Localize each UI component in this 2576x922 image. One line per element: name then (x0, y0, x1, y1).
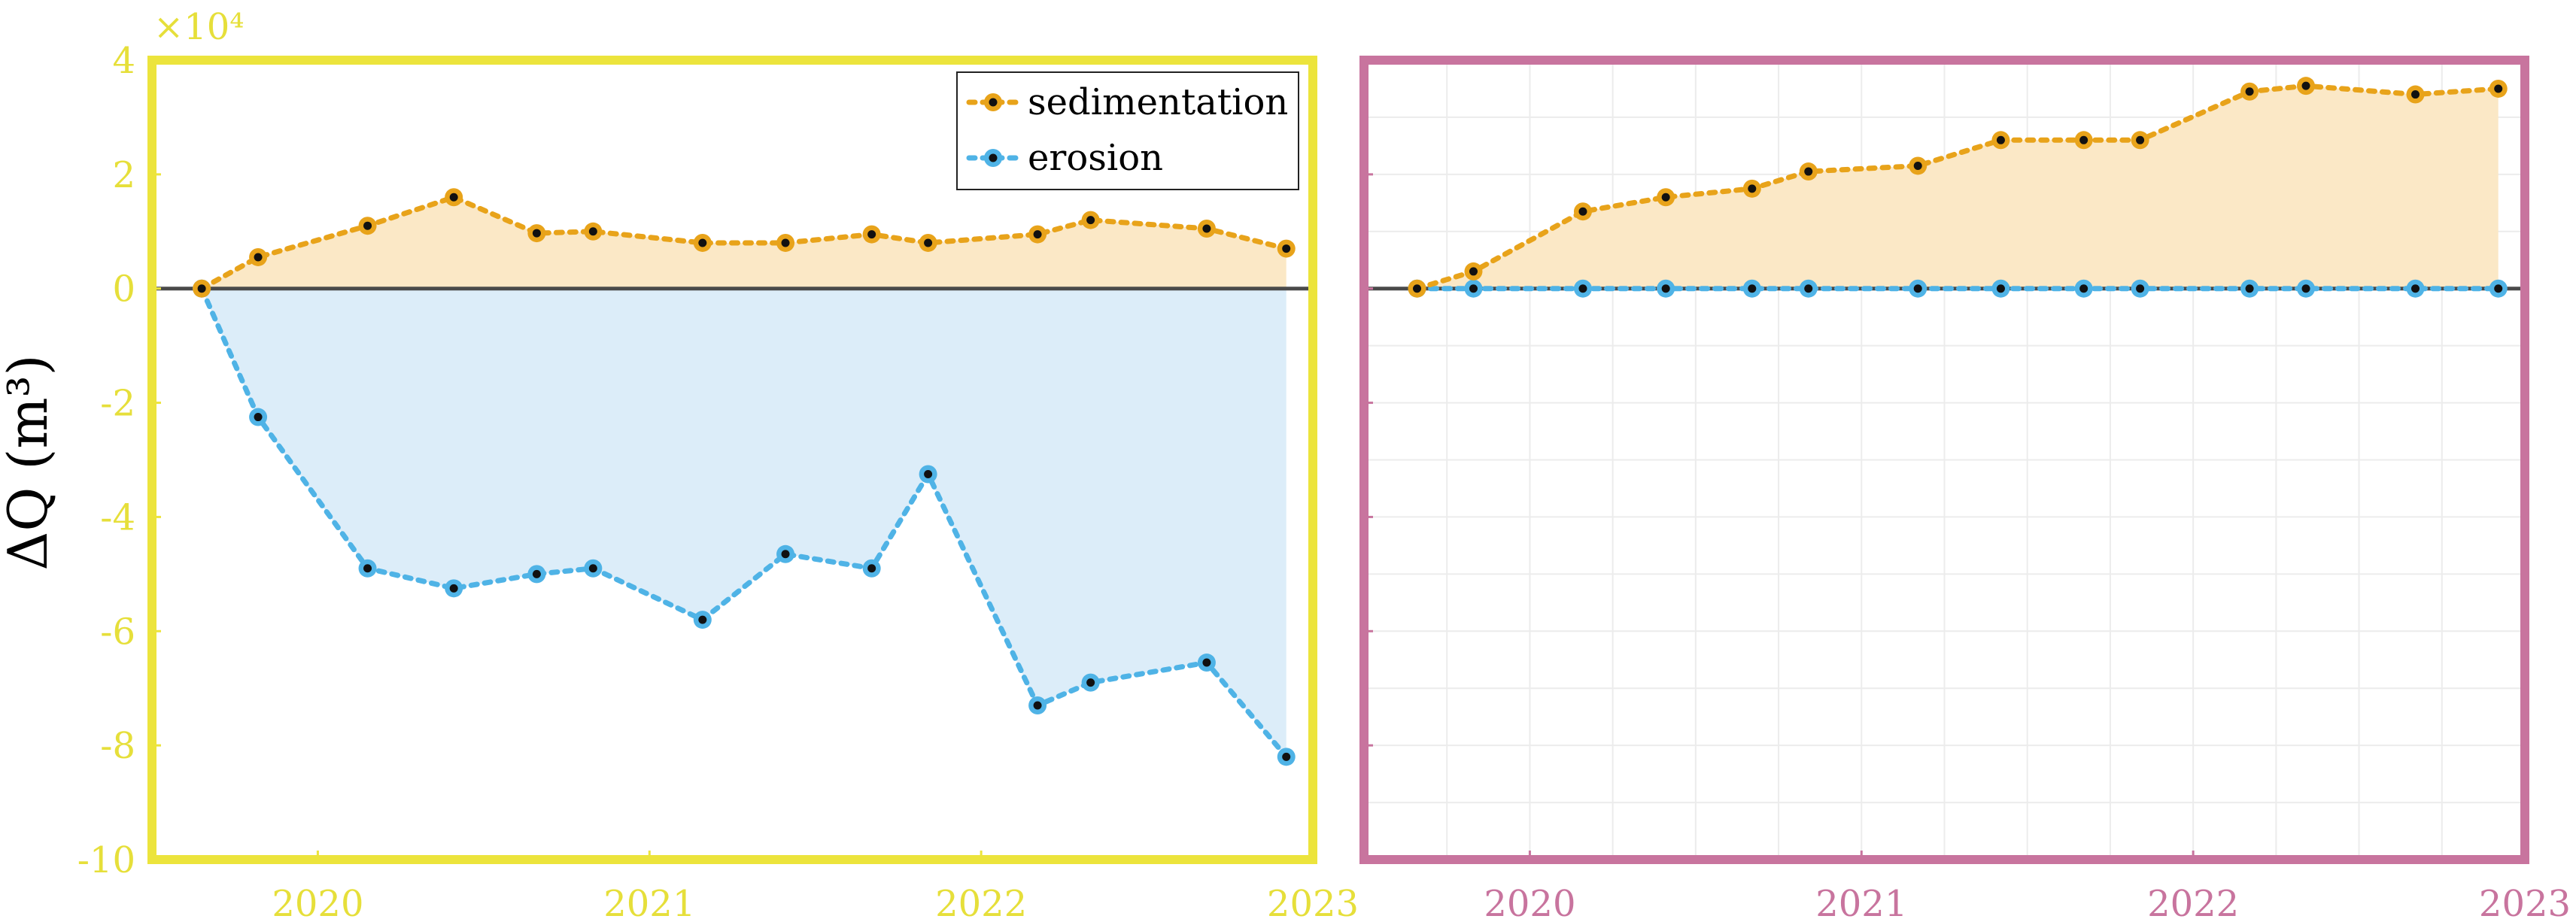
data-point-center (588, 564, 597, 573)
data-point-center (1661, 284, 1670, 293)
x-tick-label: 2023 (1267, 883, 1359, 922)
y-tick-label: -2 (100, 383, 135, 425)
data-point-center (2411, 284, 2420, 293)
data-point-center (2136, 284, 2145, 293)
y-tick-label: -6 (100, 611, 135, 653)
data-point-center (867, 564, 876, 573)
x-tick-label: 2022 (935, 883, 1027, 922)
panel-frame (1359, 56, 2529, 864)
data-point-center (363, 221, 372, 230)
data-point-center (588, 227, 597, 236)
x-tick-label: 2021 (603, 883, 695, 922)
data-point-center (1413, 284, 1422, 293)
data-point-center (1202, 658, 1211, 667)
legend: sedimentation erosion (956, 71, 1299, 190)
data-point-center (1996, 135, 2005, 144)
series-line-sedimentation (199, 194, 1290, 292)
panel-frame (147, 56, 1317, 864)
data-point-center (2136, 135, 2145, 144)
data-point-center (1578, 207, 1587, 216)
x-tick-label: 2022 (2147, 883, 2239, 922)
y-axis-label: ΔQ (m³) (0, 354, 59, 570)
data-point-center (1996, 284, 2005, 293)
data-point-center (781, 550, 790, 559)
data-point-center (2411, 90, 2420, 99)
data-point-center (2079, 284, 2088, 293)
y-tick-label: -8 (100, 725, 135, 767)
data-point-center (2245, 87, 2254, 96)
data-point-center (254, 253, 263, 262)
y-tick-label: 0 (112, 268, 135, 311)
data-point-center (1804, 284, 1813, 293)
data-point-center (2301, 81, 2310, 90)
data-point-center (781, 238, 790, 247)
data-point-center (197, 284, 206, 293)
y-tick-label: 4 (112, 40, 135, 82)
data-point-center (1086, 678, 1095, 687)
data-point-center (1469, 284, 1478, 293)
data-point-center (1033, 701, 1042, 710)
panel-left: 4 2 0 -2 -4 -6 -8 -10 2020 2021 2022 2023 (77, 40, 1359, 922)
data-point-center (254, 413, 263, 422)
data-point-center (1748, 184, 1757, 193)
data-point-center (867, 230, 876, 239)
data-point-center (1469, 267, 1478, 276)
x-tick-label: 2020 (1484, 883, 1575, 922)
legend-box (956, 71, 1299, 190)
area-erosion (202, 288, 1286, 757)
data-point-center (2301, 284, 2310, 293)
data-point-center (1282, 752, 1291, 761)
data-point-center (1913, 284, 1922, 293)
legend-label-sedimentation: sedimentation (1028, 81, 1288, 123)
data-point-center (532, 229, 541, 238)
y-tick-label: -10 (77, 839, 135, 881)
x-tick-label: 2020 (272, 883, 363, 922)
legend-marker-center (989, 153, 998, 162)
data-point-center (1913, 161, 1922, 170)
data-point-center (1661, 193, 1670, 202)
data-point-center (924, 238, 933, 247)
series-line-sedimentation (1414, 83, 2502, 292)
y-tick-label: 2 (112, 154, 135, 196)
legend-marker-center (989, 98, 998, 107)
data-point-center (2494, 284, 2503, 293)
y-tick-label: -4 (100, 496, 135, 538)
data-point-center (2245, 284, 2254, 293)
data-point-center (1578, 284, 1587, 293)
data-point-center (1086, 216, 1095, 225)
data-point-center (1033, 230, 1042, 239)
data-point-center (698, 615, 707, 624)
data-point-center (363, 564, 372, 573)
x-tick-label: 2021 (1815, 883, 1907, 922)
data-point-center (449, 193, 458, 202)
data-point-center (2494, 84, 2503, 93)
data-point-center (924, 469, 933, 478)
data-point-center (449, 584, 458, 593)
data-point-center (2079, 135, 2088, 144)
series-line-erosion (199, 286, 1290, 760)
data-point-center (1748, 284, 1757, 293)
data-point-center (698, 238, 707, 247)
data-point-center (1202, 224, 1211, 233)
x-tick-label: 2023 (2479, 883, 2571, 922)
legend-label-erosion: erosion (1028, 137, 1163, 179)
area-sedimentation (1417, 86, 2499, 289)
panel-right: 2020 2021 2022 2023 (1359, 56, 2571, 922)
data-point-center (1282, 244, 1291, 253)
data-point-center (532, 569, 541, 578)
y-exponent-label: ×10⁴ (153, 6, 245, 48)
data-point-center (1804, 167, 1813, 176)
